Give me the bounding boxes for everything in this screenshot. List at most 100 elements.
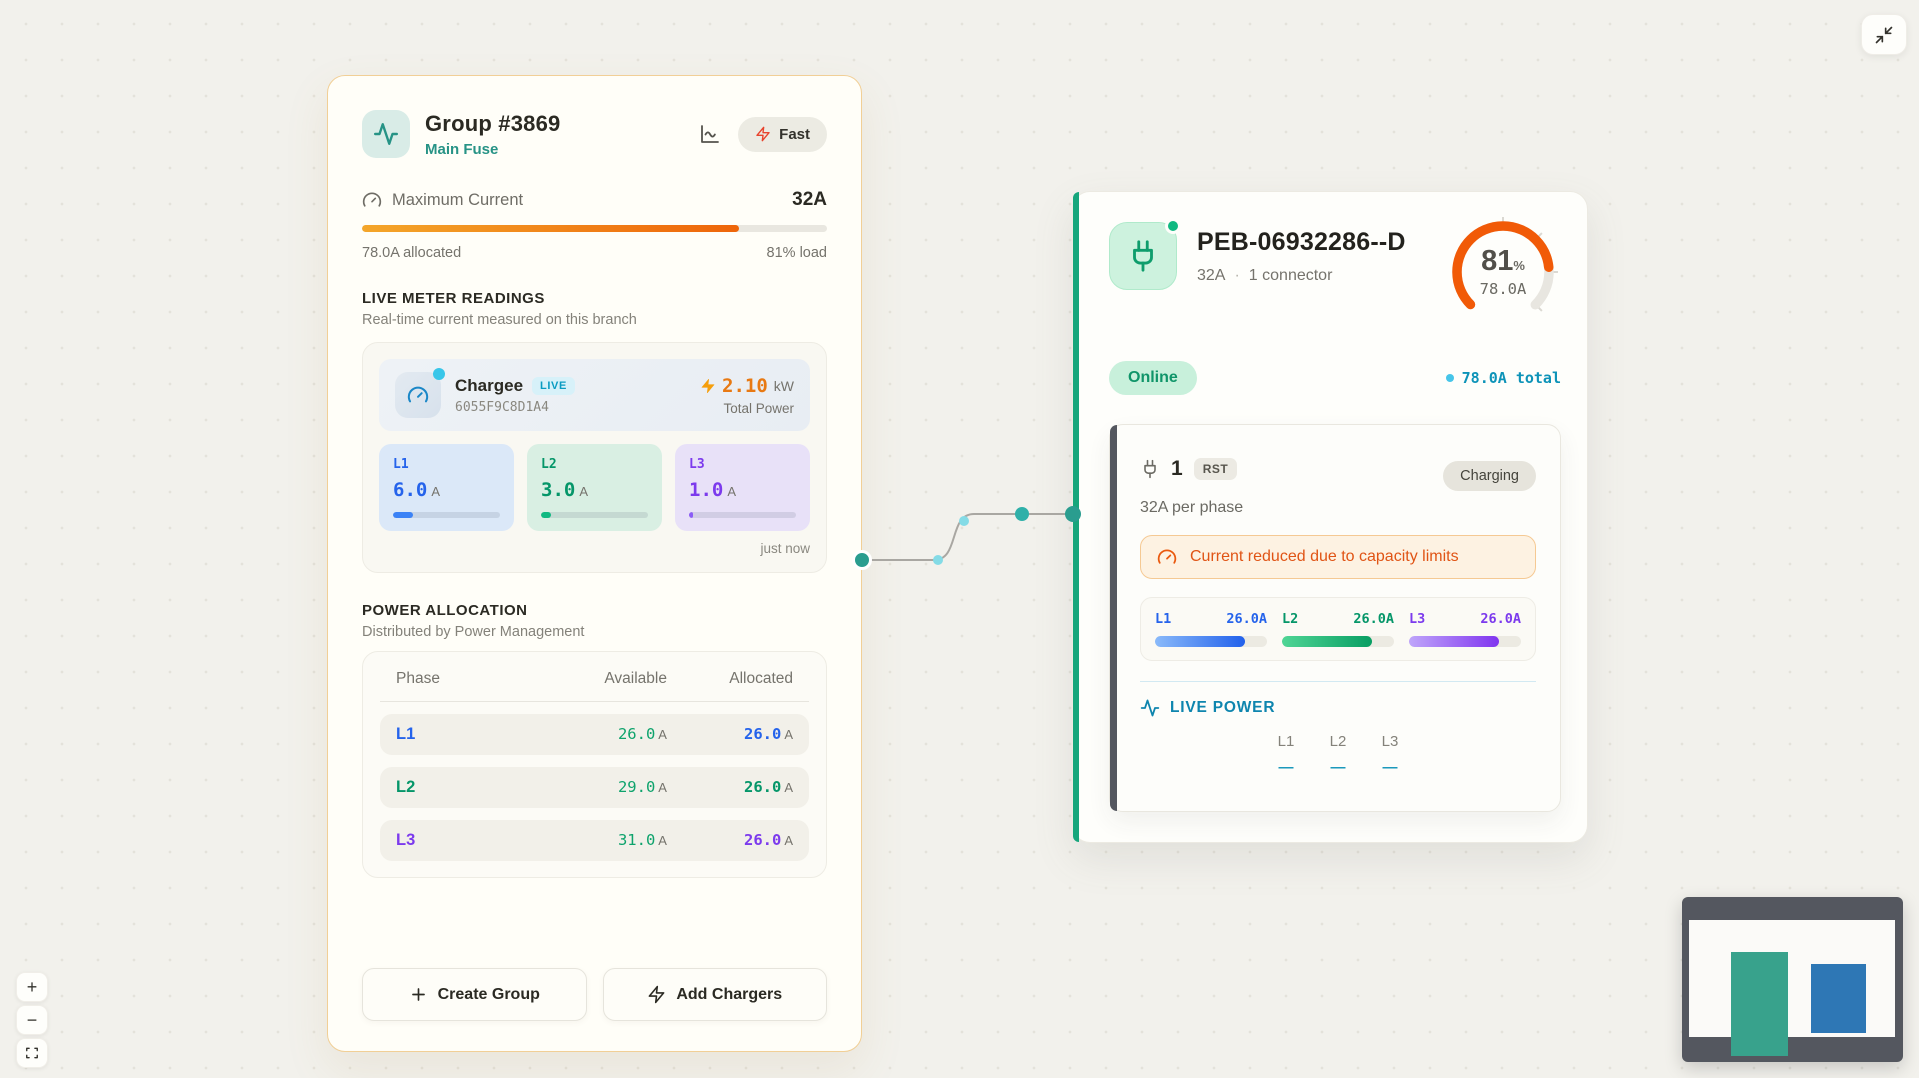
minimap-charger-node <box>1811 964 1866 1033</box>
phase-label: L3 <box>689 457 705 472</box>
zoom-controls: + − <box>16 972 48 1068</box>
online-dot <box>1165 218 1181 234</box>
charger-connectors: 1 connector <box>1248 267 1333 284</box>
row-unit: A <box>784 727 793 742</box>
minimap[interactable] <box>1682 897 1903 1062</box>
load-progress-fill <box>362 225 739 232</box>
cph-label: L3 <box>1409 611 1426 627</box>
lp-col-label: L2 <box>1329 733 1347 750</box>
group-icon-tile <box>362 110 410 158</box>
load-label: 81% load <box>766 245 827 261</box>
phase-unit: A <box>579 484 588 499</box>
meter-device-info: Chargee LIVE 6055F9C8D1A4 <box>455 376 575 415</box>
charger-accent-bar <box>1073 192 1079 842</box>
col-available: Available <box>604 670 667 687</box>
row-unit: A <box>784 780 793 795</box>
phase-value: 3.0 <box>541 479 576 501</box>
cph-value: 26.0A <box>1353 611 1394 627</box>
zap-outline-icon <box>648 985 665 1004</box>
phase-unit: A <box>431 484 440 499</box>
lp-value: — <box>1278 759 1294 776</box>
phase-mini-track <box>393 512 500 518</box>
cph-track <box>1155 636 1267 647</box>
meter-id: 6055F9C8D1A4 <box>455 399 549 415</box>
fullscreen-icon <box>26 1047 38 1059</box>
minimap-viewport <box>1689 920 1895 1056</box>
connector-header: 1 RST Charging <box>1140 447 1536 491</box>
total-current: 78.0A total <box>1445 369 1561 387</box>
lp-value: — <box>1330 759 1346 776</box>
gauge-percent: 81 <box>1481 244 1514 277</box>
zap-icon <box>701 378 715 393</box>
meter-name: Chargee <box>455 375 524 395</box>
group-node[interactable]: Group #3869 Main Fuse Fast Maximum Curre… <box>327 75 862 1052</box>
load-progress-track <box>362 225 827 232</box>
cph-fill <box>1155 636 1245 647</box>
allocation-table: Phase Available Allocated L1 26.0 A 26.0 A… <box>362 651 827 878</box>
edge-dot <box>933 555 943 565</box>
activity-icon <box>373 123 399 145</box>
fit-view-button[interactable] <box>16 1038 48 1068</box>
add-chargers-button[interactable]: Add Chargers <box>602 968 827 1021</box>
row-phase: L3 <box>396 831 416 849</box>
total-current-label: 78.0A total <box>1461 369 1561 387</box>
row-phase: L1 <box>396 725 416 743</box>
live-power-divider <box>1140 681 1536 682</box>
connector-accent-bar <box>1110 425 1117 811</box>
phase-tile-l2: L2 3.0 A <box>527 444 662 531</box>
add-chargers-label: Add Chargers <box>676 985 783 1003</box>
lp-col-label: L1 <box>1277 733 1295 750</box>
meter-power: 2.10 kW Total Power <box>700 375 794 416</box>
charger-icon-tile <box>1109 218 1181 290</box>
cph-fill <box>1282 636 1372 647</box>
gauge-amps: 78.0A <box>1479 279 1527 298</box>
create-group-button[interactable]: Create Group <box>362 968 587 1021</box>
row-available: 26.0 <box>617 725 656 743</box>
lp-value: — <box>1382 759 1398 776</box>
total-power-value: 2.10 <box>722 374 768 397</box>
phase-mini-fill <box>541 512 551 518</box>
meter-gauge-icon <box>407 386 429 403</box>
connector-phase-l3: L3 26.0A <box>1409 611 1521 647</box>
group-subtitle: Main Fuse <box>425 140 499 158</box>
warning-text: Current reduced due to capacity limits <box>1190 548 1459 565</box>
total-power-unit: kW <box>773 377 794 394</box>
meter-live-dot <box>433 368 445 380</box>
group-titles: Group #3869 Main Fuse <box>425 111 560 158</box>
cph-track <box>1282 636 1394 647</box>
connector-phases: L1 26.0A L2 26.0A L3 26.0A <box>1140 597 1536 661</box>
plug-icon <box>1133 240 1153 272</box>
meter-device-row: Chargee LIVE 6055F9C8D1A4 2.10 kW Total … <box>379 359 810 431</box>
fast-mode-badge[interactable]: Fast <box>738 116 827 152</box>
allocation-summary: 78.0A allocated 81% load <box>362 245 827 261</box>
rst-badge: RST <box>1193 458 1238 480</box>
group-actions: Create Group Add Chargers <box>362 968 827 1021</box>
row-allocated: 26.0 <box>744 778 782 796</box>
phase-mini-track <box>689 512 796 518</box>
cph-value: 26.0A <box>1226 611 1267 627</box>
fast-label: Fast <box>779 125 810 143</box>
row-unit: A <box>784 833 793 848</box>
table-row-l1: L1 26.0 A 26.0 A <box>380 714 809 755</box>
meter-icon-tile <box>395 368 445 418</box>
row-allocated: 26.0 <box>744 831 782 849</box>
allocation-section-title: POWER ALLOCATION <box>362 602 528 619</box>
minimap-group-node <box>1731 952 1788 1056</box>
per-phase-label: 32A per phase <box>1140 499 1244 516</box>
charger-node[interactable]: PEB-06932286--D 32A · 1 connector 8 <box>1072 191 1588 843</box>
cph-value: 26.0A <box>1480 611 1521 627</box>
max-current-row: Maximum Current 32A <box>362 189 827 211</box>
cph-label: L2 <box>1282 611 1299 627</box>
group-header: Group #3869 Main Fuse Fast <box>362 110 827 158</box>
phase-label: L2 <box>541 457 557 472</box>
plus-icon <box>411 988 425 1001</box>
zoom-out-button[interactable]: − <box>16 1005 48 1035</box>
live-power-columns: L1 — L2 — L3 — <box>1140 733 1536 776</box>
collapse-icon <box>1875 26 1893 43</box>
collapse-button[interactable] <box>1861 14 1907 55</box>
chart-button[interactable] <box>696 120 724 148</box>
connector-phase-l2: L2 26.0A <box>1282 611 1394 647</box>
zoom-in-button[interactable]: + <box>16 972 48 1002</box>
charger-title: PEB-06932286--D <box>1197 228 1406 256</box>
